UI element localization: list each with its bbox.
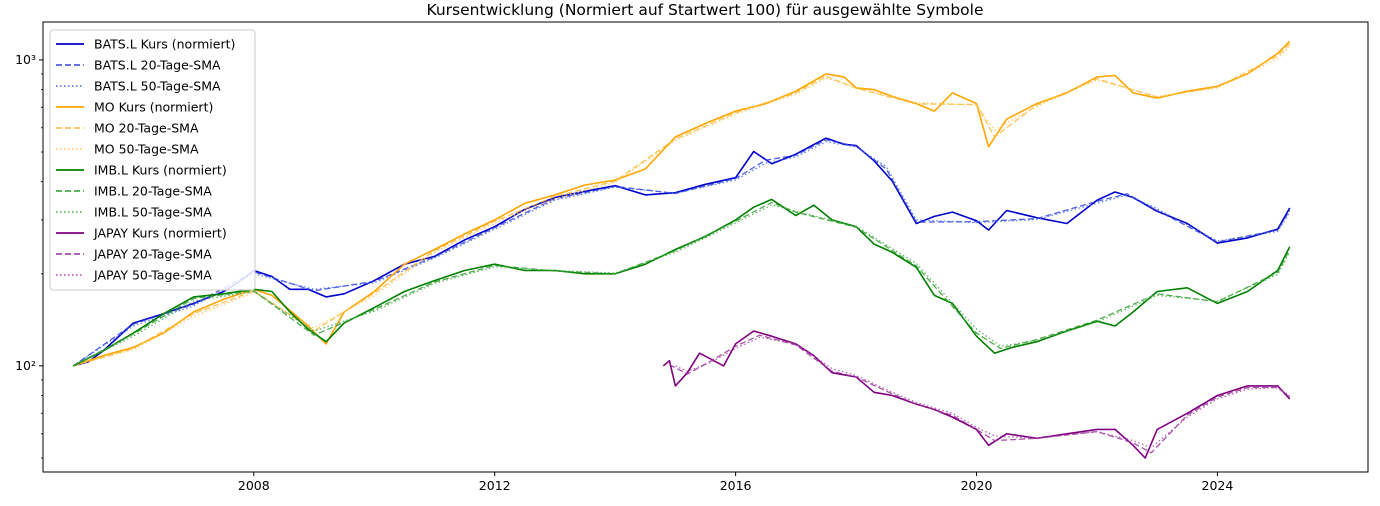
- series-line-bats-l-20-tage-sma: [72, 139, 1291, 367]
- y-tick-label: 10²: [15, 358, 36, 373]
- legend: BATS.L Kurs (normiert) BATS.L 20-Tage-SMA…: [49, 29, 256, 291]
- x-tick-label: 2016: [720, 478, 752, 493]
- legend-label-bats-l-kurs-normiert: BATS.L Kurs (normiert): [94, 37, 235, 52]
- chart-title: Kursentwicklung (Normiert auf Startwert …: [426, 1, 983, 19]
- legend-label-imb-l-kurs-normiert: IMB.L Kurs (normiert): [94, 163, 227, 178]
- series-line-imb-l-20-tage-sma: [72, 201, 1291, 367]
- series-line-imb-l-50-tage-sma: [72, 204, 1291, 367]
- series-line-mo-kurs-normiert: [72, 40, 1291, 367]
- legend-label-mo-20-tage-sma: MO 20-Tage-SMA: [94, 121, 199, 136]
- legend-label-imb-l-20-tage-sma: IMB.L 20-Tage-SMA: [94, 184, 212, 199]
- legend-label-japay-50-tage-sma: JAPAY 50-Tage-SMA: [93, 268, 212, 283]
- x-tick-label: 2020: [961, 478, 993, 493]
- series-line-japay-50-tage-sma: [675, 336, 1291, 449]
- axes: 2008 2012 2016 2020 2024 10² 10³: [15, 21, 1369, 493]
- legend-label-japay-kurs-normiert: JAPAY Kurs (normiert): [93, 226, 227, 241]
- legend-label-japay-20-tage-sma: JAPAY 20-Tage-SMA: [93, 247, 212, 262]
- series-line-mo-50-tage-sma: [72, 45, 1291, 367]
- legend-label-mo-kurs-normiert: MO Kurs (normiert): [94, 100, 213, 115]
- series-line-bats-l-50-tage-sma: [72, 141, 1291, 367]
- series-line-bats-l-kurs-normiert: [72, 137, 1291, 367]
- x-tick-label: 2012: [479, 478, 511, 493]
- legend-box: [49, 29, 256, 291]
- legend-label-bats-l-20-tage-sma: BATS.L 20-Tage-SMA: [94, 58, 221, 73]
- x-tick-label: 2008: [238, 478, 270, 493]
- legend-label-imb-l-50-tage-sma: IMB.L 50-Tage-SMA: [94, 205, 212, 220]
- series-line-japay-20-tage-sma: [669, 334, 1291, 454]
- series-line-japay-kurs-normiert: [662, 330, 1291, 459]
- series-line-imb-l-kurs-normiert: [72, 198, 1291, 367]
- plot-area: [72, 40, 1291, 459]
- axes-frame: [42, 21, 1369, 473]
- x-tick-label: 2024: [1202, 478, 1234, 493]
- y-tick-label: 10³: [15, 52, 36, 67]
- legend-label-mo-50-tage-sma: MO 50-Tage-SMA: [94, 142, 199, 157]
- legend-label-bats-l-50-tage-sma: BATS.L 50-Tage-SMA: [94, 79, 221, 94]
